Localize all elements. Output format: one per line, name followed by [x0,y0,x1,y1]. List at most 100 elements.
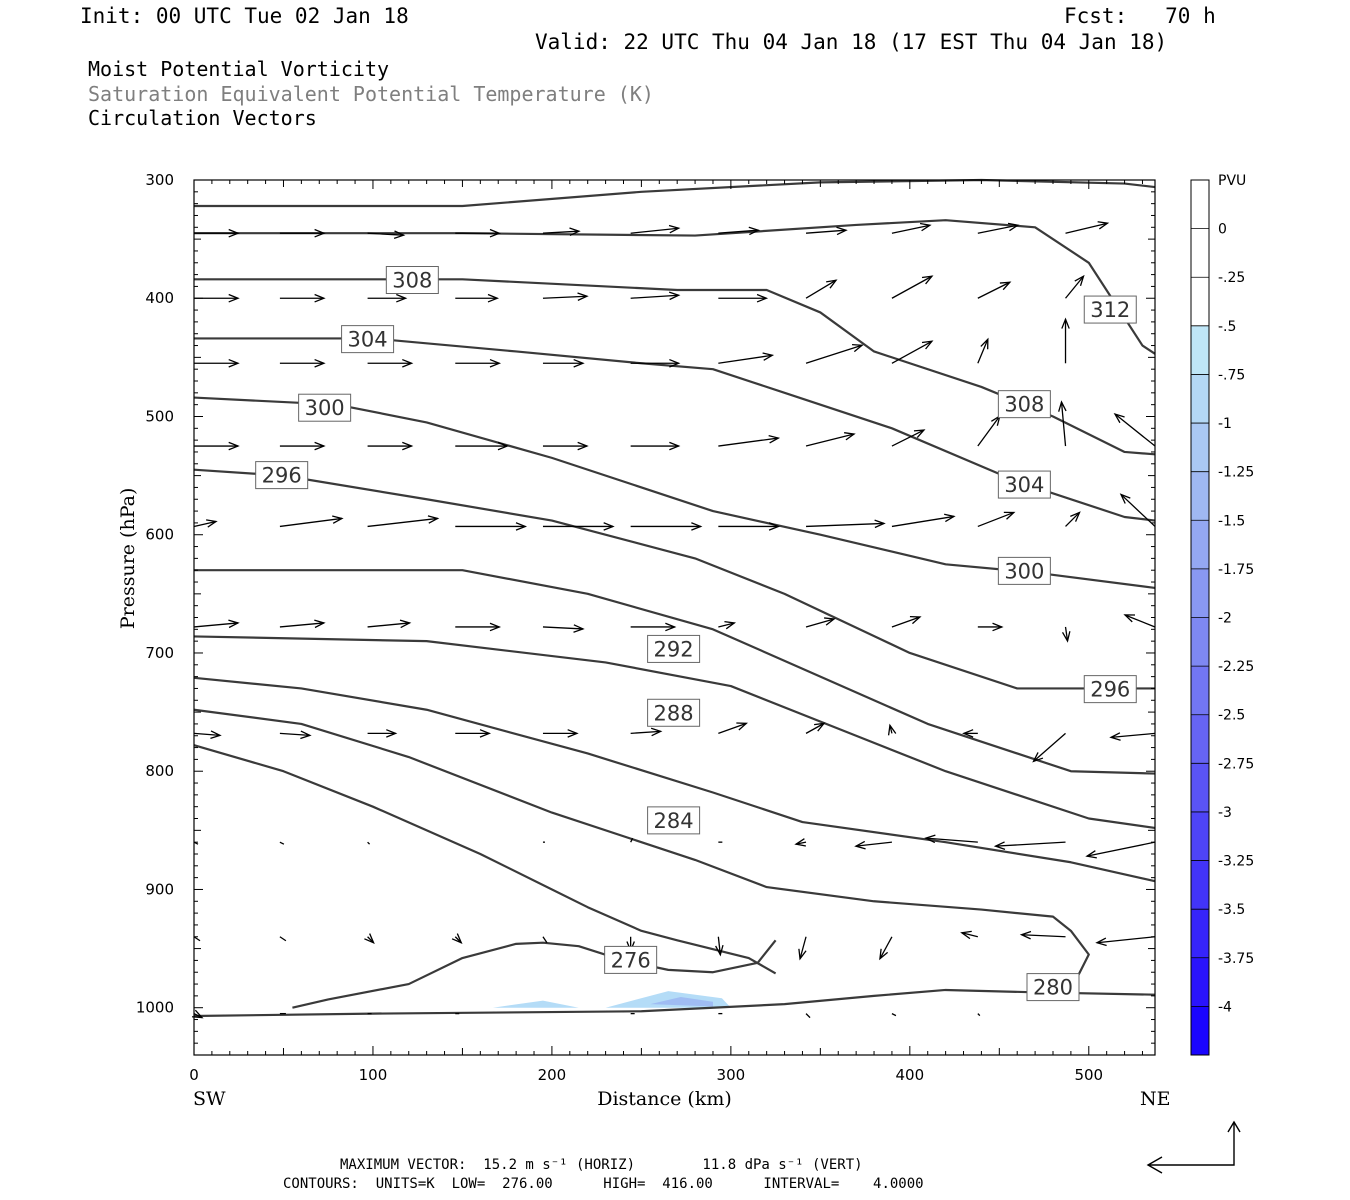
vector-arrow [977,511,1016,528]
vector-shaft [1124,614,1156,628]
vector-arrow [805,279,838,299]
contour-line-276 [193,744,777,975]
vector-arrow [455,729,492,738]
x-tick-label: 300 [717,1066,746,1084]
vector-arrow [279,293,326,303]
colorbar-label: -1.25 [1218,465,1254,481]
vector-shaft [1114,413,1156,447]
vector-shaft [1064,626,1069,642]
vector-shaft [977,415,1001,447]
vector-head [756,293,769,303]
colorbar-segment [1191,811,1209,861]
vector-head [691,522,703,531]
vector-head [1085,850,1097,859]
colorbar-segment [1191,860,1209,910]
vector-arrow [1032,732,1066,763]
vector-shaft [891,1013,897,1017]
vector-arrow [718,293,769,303]
vector-shaft [193,936,201,942]
vector-head [944,513,956,523]
vector-head [962,729,974,738]
vector-shaft [1110,732,1156,739]
valid-time: Valid: 22 UTC Thu 04 Jan 18 (17 EST Thu … [535,30,1168,54]
vector-head [762,352,775,361]
pv-shading [492,991,731,1008]
colorbar-label: -3.25 [1218,854,1254,870]
vector-head [487,293,500,303]
vector-arrow [455,228,502,238]
contour-label-308: 308 [997,390,1051,419]
vector-shaft [1086,841,1156,857]
vector-shaft [542,626,583,630]
vector-head [228,358,240,368]
colorbar-segment [1191,763,1209,812]
contour-label-text: 300 [1004,559,1044,583]
contour-label-box [1083,295,1137,324]
vector-arrow [1061,317,1070,364]
contour-label-280: 280 [1026,973,1080,1002]
vector-arrow [891,222,932,234]
contour-label-text: 296 [1090,678,1130,702]
vector-arrow [1119,493,1156,527]
contour-line-304 [194,337,1156,522]
colorbar-label: -2.75 [1218,756,1254,772]
x-tick-label: 100 [359,1066,388,1084]
vector-head [844,432,856,441]
vector-arrow [805,343,864,364]
vector-arrow [193,519,218,528]
contour-label-296: 296 [1083,675,1137,704]
vector-head [515,522,528,531]
vector-arrow [542,624,585,633]
vector-shaft [717,936,721,955]
vector-head [314,358,326,368]
circulation-vectors [191,221,1156,1019]
contour-line-296 [193,468,1155,690]
y-tick-label: 1000 [136,999,174,1017]
vector-shaft [367,622,410,628]
vector-shaft [367,841,371,845]
contour-label-text: 284 [654,809,694,833]
vector-arrow [542,936,548,944]
vector-shaft [718,354,773,364]
colorbar-segment [1191,423,1209,472]
vector-head [479,729,492,738]
vector-head [980,337,989,350]
vector-head [497,441,510,451]
vector-shaft [193,520,217,528]
vector-head [300,730,312,740]
vector-shaft [891,616,921,628]
vector-head [332,515,344,524]
vector-head [314,293,326,303]
vector-head [826,279,838,289]
contour-label-box [647,698,701,727]
vector-shaft [977,511,1015,528]
vector-arrow [194,228,240,238]
vector-arrow [542,292,589,301]
vector-arrow [1095,936,1156,947]
colorbar-title: PVU [1218,173,1246,189]
vector-shaft [1096,936,1156,944]
vector-shaft [542,295,587,299]
vector-head [1119,493,1131,504]
vector-head [228,619,240,629]
vector-shaft [1120,493,1156,527]
vector-shaft [1065,222,1108,234]
vector-arrow [993,841,1066,850]
plot-frame [193,179,1156,1056]
theta-es-contours [193,178,1156,1018]
vector-head [569,227,581,237]
vector-arrow [718,722,748,734]
reference-vector-icon [1146,1120,1241,1174]
vector-head [206,519,218,528]
colorbar-segment [1191,180,1209,229]
vector-shaft [1065,275,1085,299]
vector-arrow [630,224,681,234]
contour-label-text: 296 [262,464,302,488]
vector-arrow [279,358,326,368]
vector-shaft [367,232,404,236]
contour-label-box [997,390,1051,419]
forecast-hour: Fcst: 70 h [1064,4,1216,28]
vector-shaft [279,732,310,737]
vector-head [402,441,414,451]
vector-arrow [367,619,412,629]
